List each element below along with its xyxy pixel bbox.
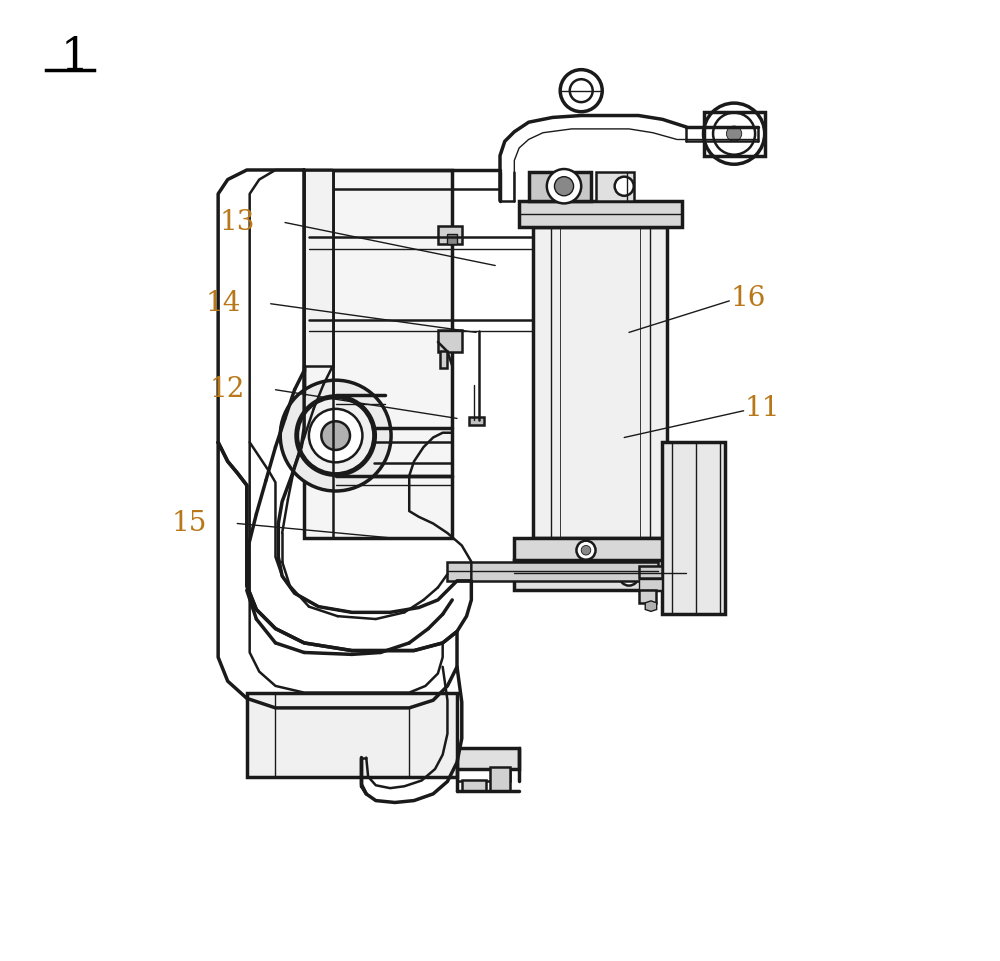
Bar	[447, 234, 457, 243]
Circle shape	[297, 398, 374, 474]
Bar	[662, 442, 725, 614]
Bar	[438, 331, 462, 352]
Circle shape	[309, 408, 362, 462]
Circle shape	[570, 79, 593, 102]
Text: 11: 11	[745, 395, 780, 422]
Circle shape	[312, 411, 360, 459]
Bar	[529, 172, 591, 201]
Text: 13: 13	[220, 209, 255, 236]
Circle shape	[547, 169, 581, 204]
Text: 15: 15	[172, 510, 207, 537]
Bar	[469, 417, 484, 425]
Circle shape	[726, 126, 742, 141]
Bar	[457, 748, 519, 769]
Circle shape	[560, 69, 602, 111]
Bar	[490, 767, 510, 791]
Bar	[639, 566, 662, 578]
Text: 14: 14	[205, 290, 241, 317]
Bar	[440, 351, 447, 368]
Circle shape	[280, 381, 391, 491]
Bar	[596, 172, 634, 201]
Bar	[519, 201, 682, 228]
Polygon shape	[645, 601, 657, 611]
Circle shape	[321, 421, 350, 450]
Bar	[533, 228, 667, 538]
Bar	[438, 227, 462, 243]
Text: 1: 1	[60, 37, 89, 80]
Circle shape	[624, 571, 634, 580]
Polygon shape	[304, 170, 333, 366]
Circle shape	[581, 546, 591, 555]
Text: 12: 12	[210, 377, 245, 404]
Circle shape	[704, 103, 765, 164]
Circle shape	[324, 424, 347, 447]
Bar	[447, 562, 658, 580]
Circle shape	[615, 177, 634, 196]
Bar	[247, 693, 457, 776]
Bar	[457, 769, 510, 781]
Text: 16: 16	[731, 285, 766, 312]
Bar	[462, 779, 486, 791]
Circle shape	[619, 566, 639, 585]
Circle shape	[554, 177, 574, 196]
Bar	[639, 590, 656, 603]
Bar	[639, 579, 662, 590]
Circle shape	[296, 396, 376, 476]
Circle shape	[576, 541, 596, 560]
Circle shape	[713, 112, 755, 155]
Bar	[514, 538, 686, 562]
Bar	[304, 170, 452, 538]
Bar	[514, 560, 686, 590]
Bar	[704, 111, 765, 156]
